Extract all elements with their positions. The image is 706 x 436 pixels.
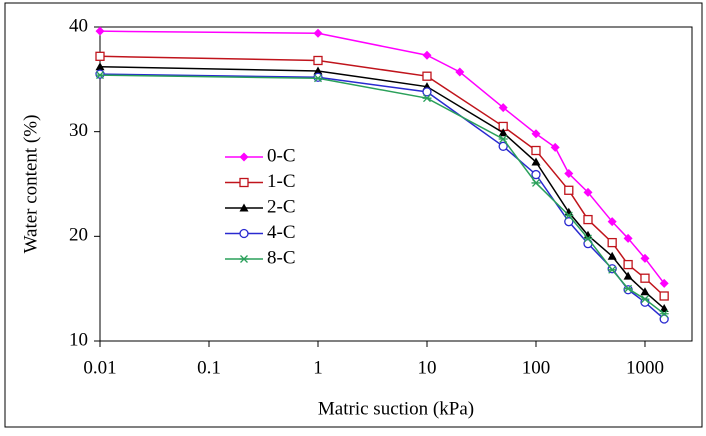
y-tick-label: 40 (69, 15, 88, 36)
marker (422, 50, 432, 60)
marker (455, 67, 465, 77)
marker (659, 314, 669, 324)
marker (623, 259, 633, 270)
marker (422, 94, 432, 103)
marker (313, 66, 323, 75)
marker (498, 128, 508, 137)
marker (531, 169, 541, 180)
plot-area (99, 26, 693, 342)
marker (623, 233, 633, 243)
marker (498, 135, 508, 143)
marker (640, 295, 650, 304)
y-tick-label: 10 (69, 329, 88, 350)
marker (607, 237, 617, 248)
legend-marker (239, 228, 249, 239)
legend-label: 0-C (267, 145, 296, 166)
marker (95, 69, 105, 79)
x-tick-label: 100 (522, 357, 551, 378)
x-axis-label: Matric suction (kPa) (318, 398, 474, 419)
marker (623, 271, 633, 280)
marker (659, 309, 669, 318)
marker (564, 211, 574, 220)
marker (564, 185, 574, 195)
marker (95, 71, 105, 80)
x-tick-label: 10 (417, 357, 436, 378)
y-axis-label: Water content (%) (20, 115, 41, 254)
marker (640, 253, 650, 263)
marker (95, 26, 105, 36)
marker (422, 87, 432, 97)
marker (583, 187, 593, 197)
marker (95, 62, 105, 71)
marker (607, 265, 617, 274)
x-tick-label: 0.1 (197, 357, 221, 378)
legend-label: 8-C (267, 247, 296, 268)
x-tick-label: 1000 (626, 357, 664, 378)
marker (95, 51, 105, 61)
marker (583, 214, 593, 225)
legend-label: 4-C (267, 222, 296, 243)
marker (607, 251, 617, 260)
marker (607, 217, 617, 227)
marker (531, 145, 541, 156)
marker (659, 278, 669, 288)
marker (313, 28, 323, 38)
marker (623, 285, 633, 295)
legend-label: 1-C (267, 171, 296, 192)
marker (313, 74, 323, 83)
marker (498, 103, 508, 113)
legend-label: 2-C (267, 196, 296, 217)
legend-marker (239, 177, 249, 188)
marker (623, 284, 633, 293)
legend-marker (239, 152, 249, 162)
marker (640, 287, 650, 296)
marker (550, 142, 560, 152)
marker (531, 178, 541, 187)
x-tick-label: 1 (313, 357, 323, 378)
marker (531, 129, 541, 139)
marker (313, 72, 323, 82)
legend-marker (239, 203, 249, 212)
x-tick-label: 0.01 (83, 357, 116, 378)
marker (531, 157, 541, 166)
marker (313, 55, 323, 66)
legend-marker (239, 255, 249, 263)
marker (498, 141, 508, 151)
marker (640, 273, 650, 283)
marker (422, 71, 432, 81)
marker (564, 217, 574, 227)
marker (564, 169, 574, 179)
marker (583, 234, 593, 243)
marker (659, 291, 669, 301)
marker (659, 304, 669, 313)
y-tick-label: 30 (69, 120, 88, 141)
y-tick-label: 20 (69, 225, 88, 246)
